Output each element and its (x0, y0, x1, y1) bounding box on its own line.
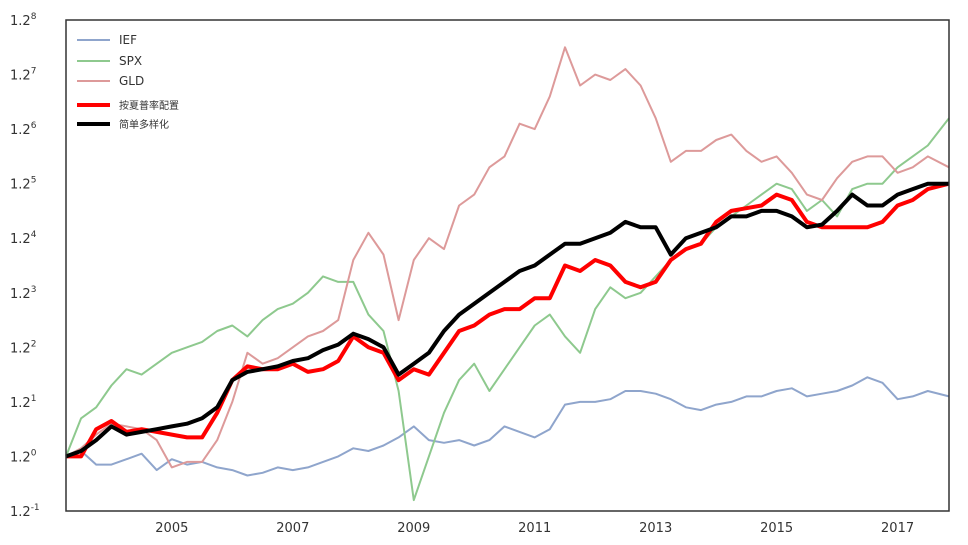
y-tick-exponent: 3 (31, 285, 37, 295)
x-tick-label-2: 2009 (397, 521, 430, 536)
y-tick-label-9: 1.28 (10, 12, 37, 29)
y-tick-exponent: 2 (31, 339, 37, 349)
series-line-3 (66, 181, 950, 459)
plot-frame (65, 19, 950, 512)
x-tick-label-5: 2015 (760, 521, 793, 536)
y-tick-exponent: 4 (31, 230, 37, 240)
y-tick-label-4: 1.23 (10, 285, 36, 302)
series-line-0 (65, 376, 950, 477)
legend-label-3: 按夏普率配置 (119, 99, 179, 112)
y-tick-label-3: 1.22 (10, 339, 36, 356)
y-tick-exponent: 8 (31, 12, 37, 22)
y-tick-base: 1.2 (10, 450, 31, 465)
y-axis: 1.2-11.201.211.221.231.241.251.261.271.2… (10, 12, 40, 520)
x-tick-label-0: 2005 (155, 521, 188, 536)
y-tick-base: 1.2 (10, 396, 31, 411)
y-tick-exponent: 1 (31, 394, 37, 404)
y-tick-label-5: 1.24 (10, 230, 37, 247)
x-tick-label-6: 2017 (881, 521, 914, 536)
legend-label-2: GLD (119, 74, 144, 88)
x-tick-label-1: 2007 (276, 521, 309, 536)
y-tick-base: 1.2 (10, 178, 31, 193)
x-tick-label-4: 2013 (639, 521, 672, 536)
y-tick-base: 1.2 (10, 505, 31, 520)
legend-label-4: 简单多样化 (119, 118, 169, 131)
y-tick-label-7: 1.26 (10, 121, 37, 138)
y-tick-label-2: 1.21 (10, 394, 36, 411)
y-tick-base: 1.2 (10, 232, 31, 247)
y-tick-exponent: -1 (31, 503, 40, 513)
y-tick-base: 1.2 (10, 69, 31, 84)
y-tick-base: 1.2 (10, 14, 31, 29)
y-tick-exponent: 5 (31, 176, 37, 186)
y-tick-label-6: 1.25 (10, 176, 36, 193)
series-line-1 (65, 117, 950, 502)
series-line-2 (65, 46, 950, 469)
y-tick-label-0: 1.2-1 (10, 503, 40, 520)
y-tick-exponent: 7 (31, 67, 37, 77)
legend-label-1: SPX (119, 54, 142, 68)
y-tick-base: 1.2 (10, 341, 31, 356)
y-tick-base: 1.2 (10, 287, 31, 302)
y-tick-label-1: 1.20 (10, 448, 37, 465)
y-tick-label-8: 1.27 (10, 67, 36, 84)
y-tick-exponent: 0 (31, 448, 37, 458)
y-tick-exponent: 6 (31, 121, 37, 131)
y-tick-base: 1.2 (10, 123, 31, 138)
series-lines (65, 46, 950, 502)
legend-label-0: IEF (119, 33, 137, 47)
x-tick-label-3: 2011 (518, 521, 551, 536)
x-axis: 2005 2007 2009 2011 2013 2015 2017 (155, 521, 914, 536)
series-line-4 (65, 181, 949, 459)
